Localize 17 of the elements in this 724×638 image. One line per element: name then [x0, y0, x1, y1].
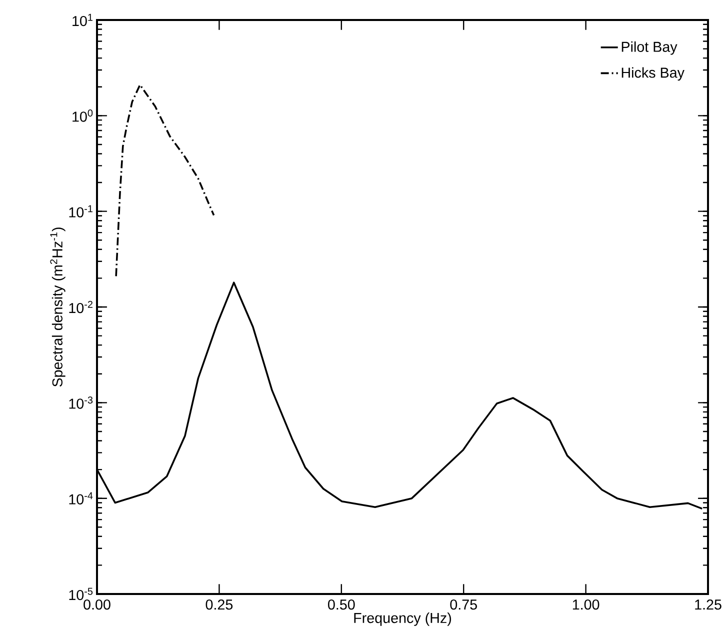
legend-label: Pilot Bay: [622, 41, 678, 55]
x-tick-label: 0.75: [450, 600, 477, 610]
y-tick-label: 10$^{-1}$: [69, 205, 93, 218]
y-tick-label: 10$^{-4}$: [69, 492, 93, 504]
x-axis-title: Frequency (Hz): [354, 612, 452, 626]
y-tick-label: 10$^{-2}$: [69, 300, 92, 314]
y-tick-label: 10$^{-5}$: [69, 588, 93, 600]
x-tick-label: 0.50: [328, 600, 355, 610]
x-tick-label: 1.25: [695, 600, 722, 610]
y-axis-title: Spectral density (m$^{2}$Hz$^{-1}$): [50, 228, 66, 387]
y-tick-label: 10$^{1}$: [72, 14, 93, 26]
legend-label: Hicks Bay: [622, 67, 684, 81]
y-tick-label: 10$^{0}$: [72, 110, 93, 122]
x-tick-label: 1.00: [572, 600, 600, 610]
x-tick-label: 0.25: [206, 600, 233, 610]
x-tick-label: 0.00: [84, 600, 110, 610]
y-tick-label: 10$^{-3}$: [69, 396, 93, 409]
